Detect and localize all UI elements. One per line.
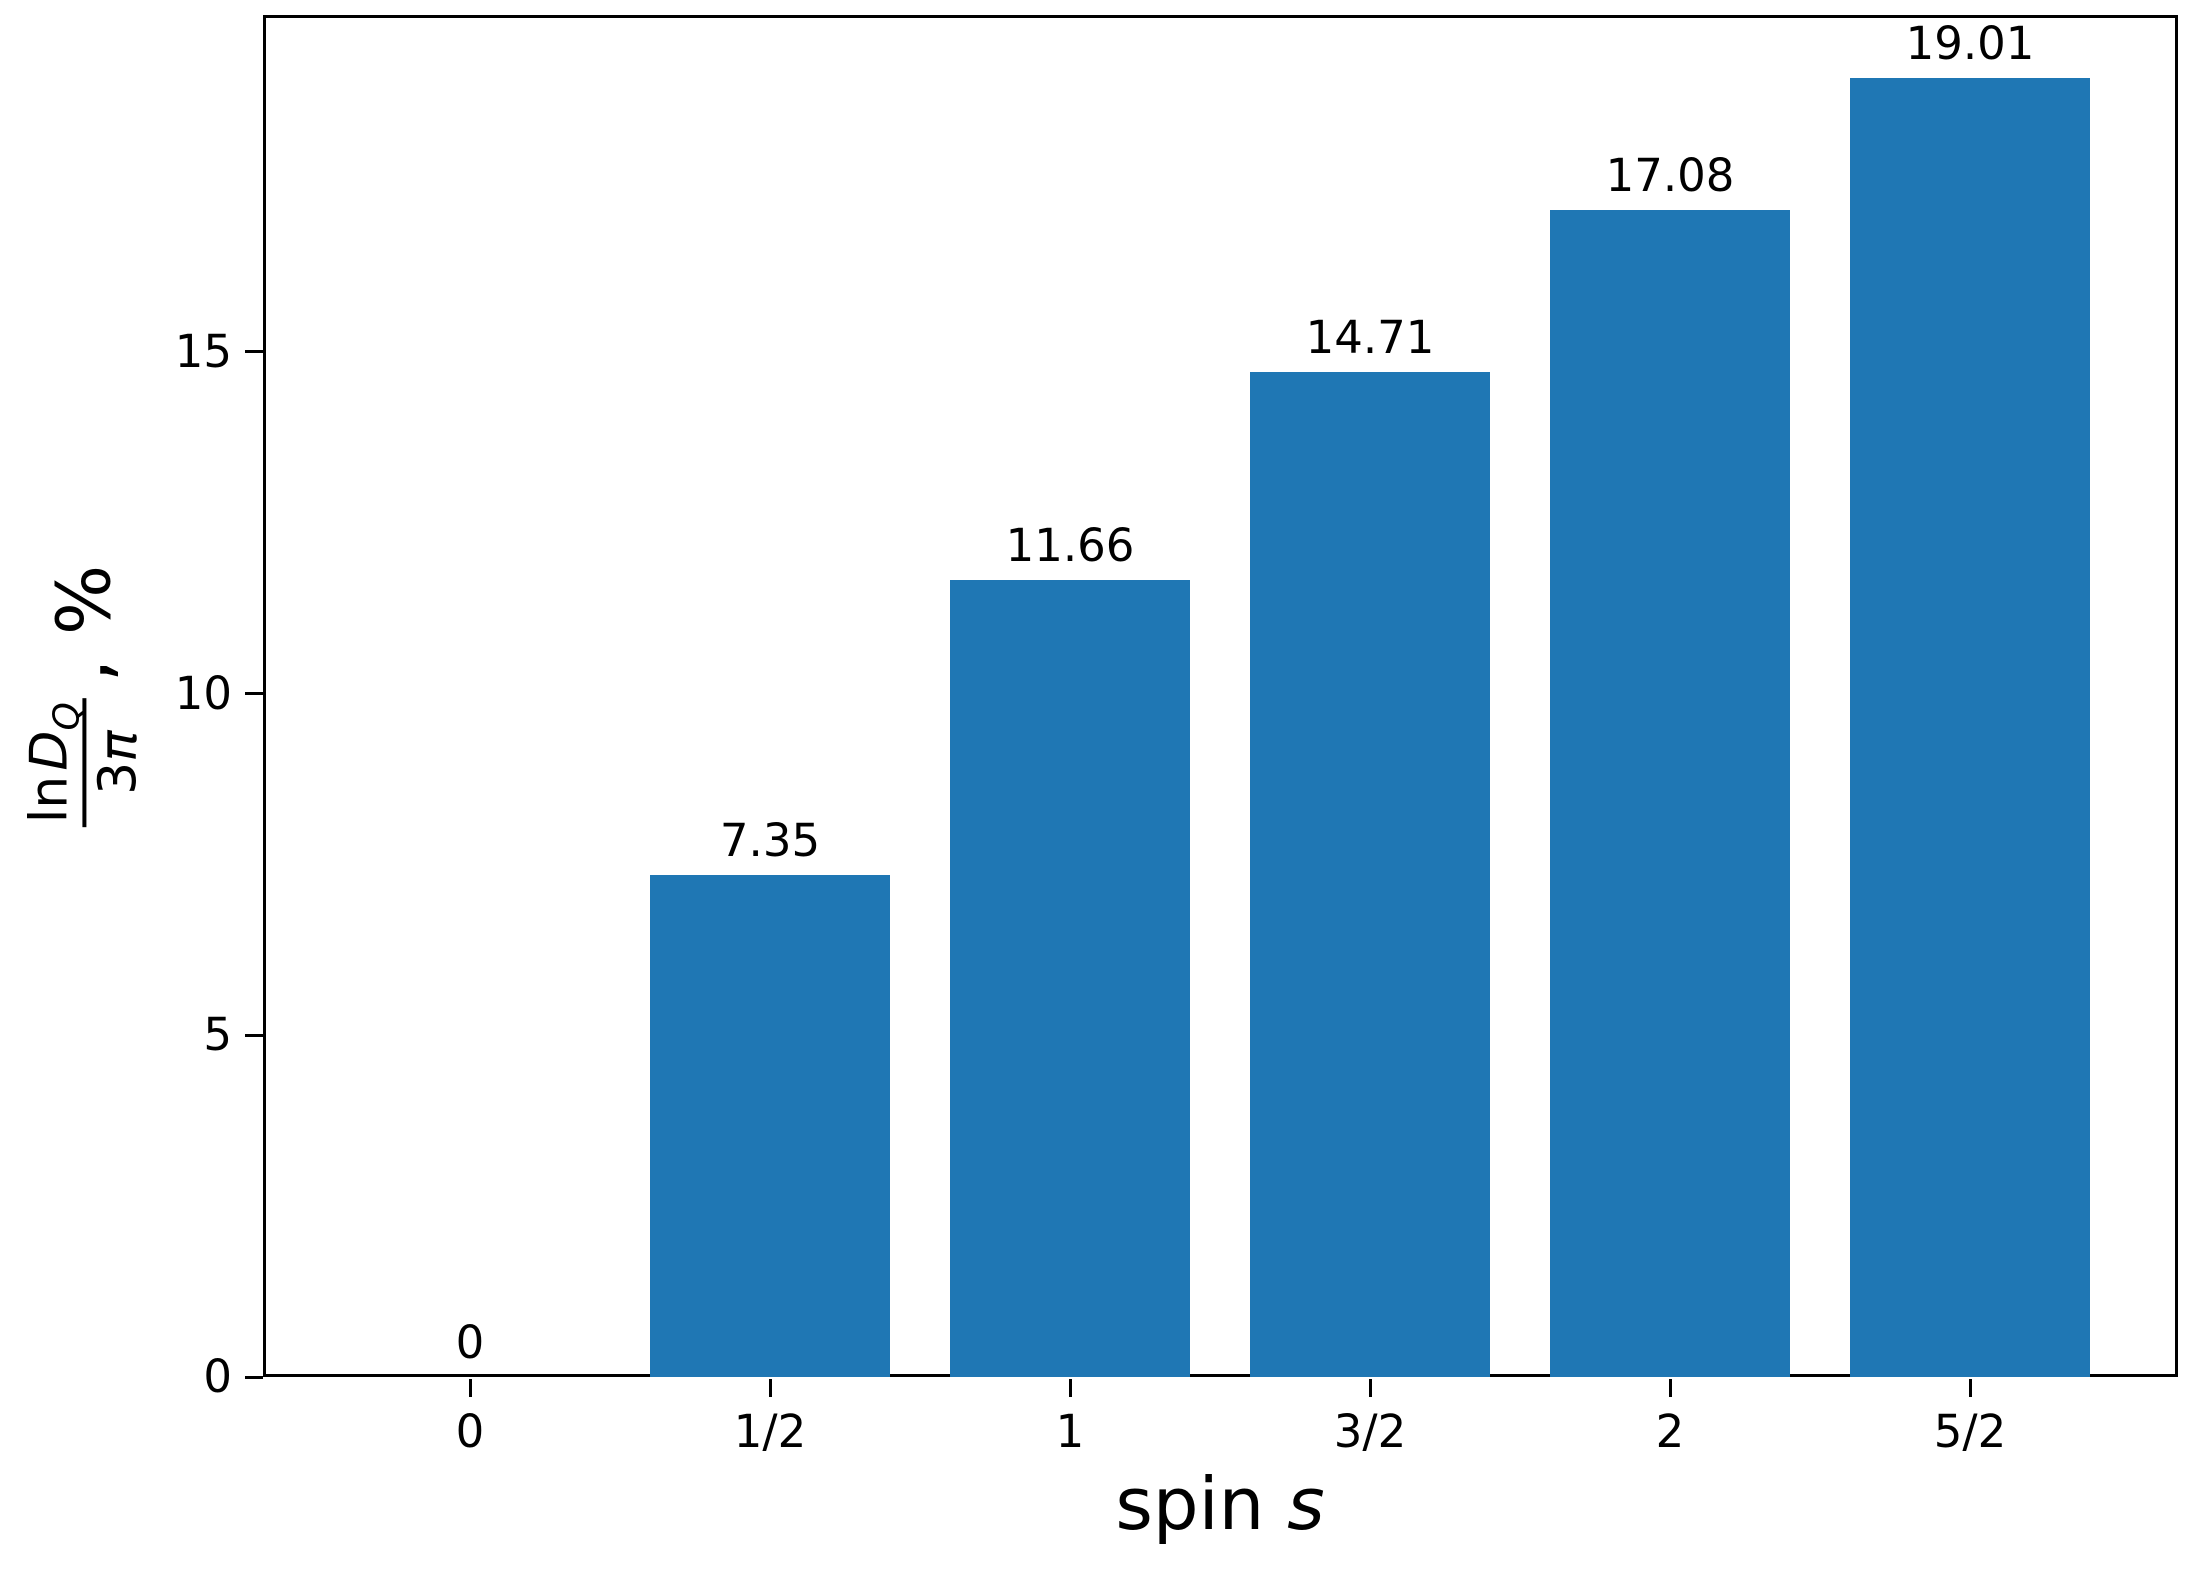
bar-value-label: 19.01 (1905, 16, 2035, 70)
bar-value-label: 14.71 (1305, 310, 1435, 364)
x-tick-mark (468, 1379, 472, 1397)
x-tick-label: 1 (1055, 1405, 1085, 1458)
x-tick-mark (1368, 1379, 1372, 1397)
three-coefficient: 3 (88, 761, 148, 795)
bar-value-label: 0 (455, 1316, 485, 1369)
x-tick-label: 5/2 (1933, 1405, 2007, 1458)
bar-value-label: 11.66 (1005, 519, 1135, 573)
y-axis-fraction: ln DQ 3π (19, 698, 148, 828)
bar (1250, 371, 1490, 1377)
x-tick-label: 0 (455, 1405, 485, 1458)
fraction-numerator: ln DQ (19, 698, 87, 827)
bar (650, 874, 890, 1377)
x-tick-mark (1668, 1379, 1672, 1397)
bar-value-label: 7.35 (719, 813, 821, 867)
y-tick-mark (245, 1375, 263, 1379)
y-tick-mark (245, 1033, 263, 1037)
y-tick-mark (245, 350, 263, 354)
bar-value-label: 17.08 (1605, 148, 1735, 202)
x-tick-label: 3/2 (1333, 1405, 1407, 1458)
bar (1550, 209, 1790, 1377)
x-axis-label-variable: s (1287, 1462, 1325, 1546)
bar (1850, 77, 2090, 1377)
d-variable: D (19, 730, 80, 771)
y-tick-label: 10 (174, 666, 232, 720)
x-tick-mark (768, 1379, 772, 1397)
x-tick-mark (1968, 1379, 1972, 1397)
y-axis-unit: , % (41, 564, 127, 683)
fraction-denominator: 3π (88, 726, 148, 798)
y-tick-mark (245, 692, 263, 696)
x-axis-label: spin s (820, 1462, 1620, 1546)
bar (950, 580, 1190, 1377)
x-tick-label: 1/2 (733, 1405, 807, 1458)
y-axis-label: ln DQ 3π , % (19, 564, 148, 828)
y-tick-label: 5 (203, 1008, 232, 1062)
x-tick-label: 2 (1655, 1405, 1685, 1458)
y-tick-label: 0 (203, 1350, 232, 1403)
x-tick-mark (1068, 1379, 1072, 1397)
ln-function: ln (19, 775, 80, 824)
y-tick-label: 15 (174, 324, 232, 378)
x-axis-label-text: spin (1115, 1462, 1288, 1546)
pi-variable: π (88, 730, 148, 762)
fraction-line (82, 698, 86, 828)
